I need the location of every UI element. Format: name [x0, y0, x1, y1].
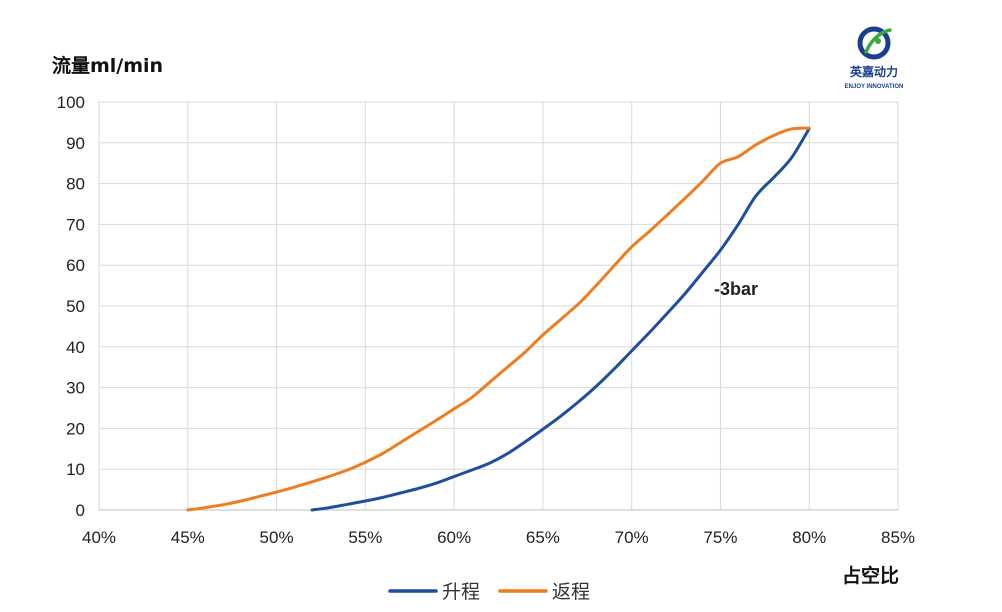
x-tick-labels: 40% 45% 50% 55% 60% 65% 70% 75% 80% 85%	[82, 528, 915, 547]
x-tick-label: 45%	[171, 528, 205, 547]
x-tick-label: 70%	[615, 528, 649, 547]
series-lines	[186, 126, 811, 512]
logo-mark-icon	[857, 26, 892, 60]
x-axis-title: 占空比	[842, 564, 899, 587]
logo-name-en: ENJOY INNOVATION	[845, 84, 904, 90]
legend: 升程 返程	[388, 581, 590, 603]
y-tick-label: 40	[66, 338, 85, 357]
pressure-annotation: -3bar	[714, 279, 758, 299]
x-tick-label: 65%	[526, 528, 560, 547]
y-tick-label: 0	[76, 501, 85, 520]
x-tick-label: 50%	[260, 528, 294, 547]
y-tick-labels: 0 10 20 30 40 50 60 70 80 90 100	[57, 93, 85, 520]
y-tick-label: 60	[66, 256, 85, 275]
x-tick-label: 85%	[881, 528, 915, 547]
grid	[98, 101, 899, 511]
y-tick-label: 10	[66, 460, 85, 479]
y-tick-label: 20	[66, 419, 85, 438]
x-tick-label: 40%	[82, 528, 116, 547]
y-tick-label: 100	[57, 93, 85, 112]
series-line-rise	[310, 127, 811, 512]
y-tick-label: 80	[66, 175, 85, 194]
logo-name-cn: 英嘉动力	[850, 64, 898, 79]
company-logo: 英嘉动力 ENJOY INNOVATION	[845, 26, 904, 90]
y-tick-label: 30	[66, 379, 85, 398]
y-tick-label: 90	[66, 134, 85, 153]
legend-label-rise: 升程	[442, 581, 480, 603]
x-tick-label: 55%	[348, 528, 382, 547]
y-tick-label: 50	[66, 297, 85, 316]
x-tick-label: 60%	[437, 528, 471, 547]
y-tick-label: 70	[66, 215, 85, 234]
legend-label-return: 返程	[552, 581, 590, 603]
series-line-return	[186, 126, 811, 512]
x-tick-label: 75%	[703, 528, 737, 547]
x-tick-label: 80%	[792, 528, 826, 547]
y-axis-title: 流量ml/min	[52, 54, 163, 77]
